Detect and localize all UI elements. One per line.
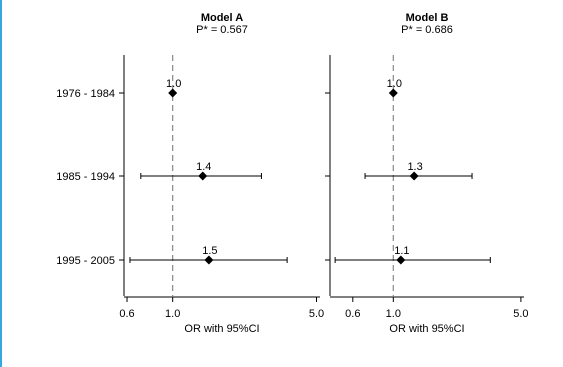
or-value-label: 1.3	[407, 161, 422, 173]
or-value-label: 1.0	[387, 78, 402, 90]
or-point-marker	[168, 88, 178, 98]
x-tick-label: 0.6	[345, 308, 360, 320]
x-axis-label: OR with 95%CI	[389, 323, 464, 335]
x-axis-label: OR with 95%CI	[184, 323, 259, 335]
x-tick-label: 5.0	[309, 308, 324, 320]
x-tick-label: 1.0	[386, 308, 401, 320]
x-tick-label: 1.0	[165, 308, 180, 320]
or-point-marker	[396, 255, 406, 265]
x-tick-label: 5.0	[513, 308, 528, 320]
or-point-marker	[204, 255, 214, 265]
panel-title: Model B	[406, 12, 449, 24]
y-tick-label: 1976 - 1984	[56, 88, 115, 100]
panel-subtitle: P* = 0.567	[196, 24, 248, 36]
panel-subtitle: P* = 0.686	[401, 24, 453, 36]
panel-title: Model A	[201, 12, 243, 24]
or-point-marker	[388, 88, 398, 98]
or-point-marker	[198, 171, 208, 181]
or-point-marker	[409, 171, 419, 181]
or-value-label: 1.4	[196, 161, 211, 173]
or-value-label: 1.1	[394, 245, 409, 257]
y-tick-label: 1985 - 1994	[56, 171, 115, 183]
or-value-label: 1.0	[166, 78, 181, 90]
y-tick-label: 1995 - 2005	[56, 255, 115, 267]
x-tick-label: 0.6	[119, 308, 134, 320]
or-value-label: 1.5	[202, 245, 217, 257]
